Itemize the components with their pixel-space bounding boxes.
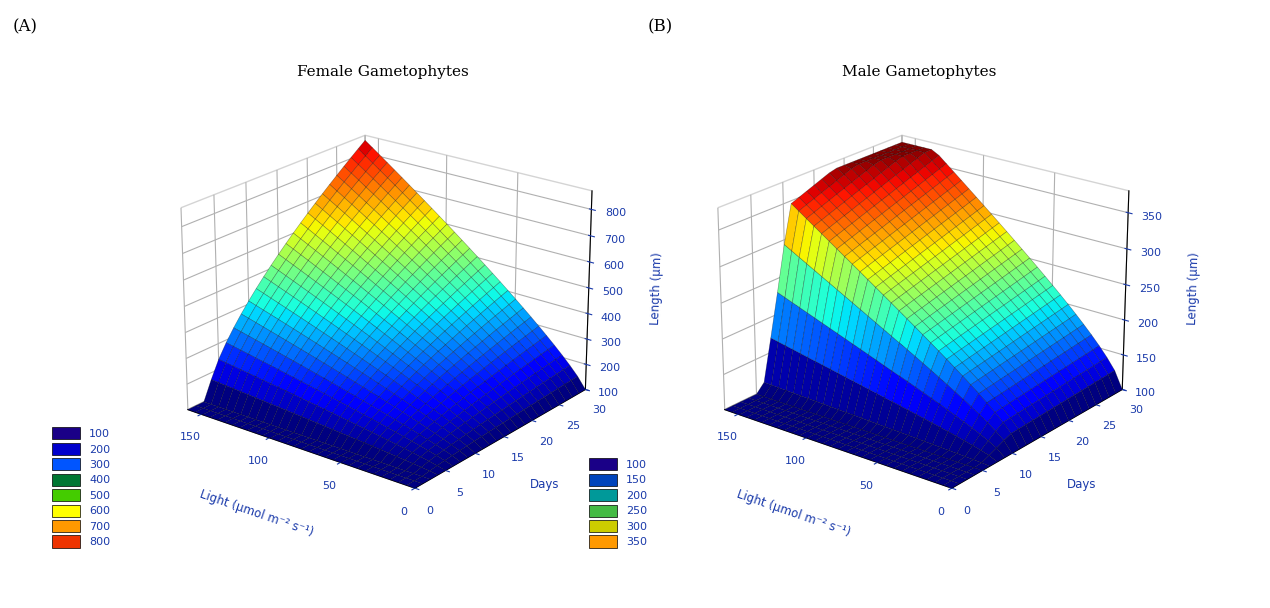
Legend: 100, 150, 200, 250, 300, 350: 100, 150, 200, 250, 300, 350 [589, 458, 648, 548]
Title: Male Gametophytes: Male Gametophytes [842, 66, 997, 80]
X-axis label: Light (μmol m⁻² s⁻¹): Light (μmol m⁻² s⁻¹) [735, 487, 852, 539]
Y-axis label: Days: Days [1067, 478, 1096, 491]
Legend: 100, 200, 300, 400, 500, 600, 700, 800: 100, 200, 300, 400, 500, 600, 700, 800 [52, 427, 110, 548]
Text: (B): (B) [648, 18, 673, 35]
Y-axis label: Days: Days [530, 478, 560, 491]
Title: Female Gametophytes: Female Gametophytes [297, 66, 469, 80]
Text: (A): (A) [13, 18, 38, 35]
X-axis label: Light (μmol m⁻² s⁻¹): Light (μmol m⁻² s⁻¹) [198, 487, 315, 539]
